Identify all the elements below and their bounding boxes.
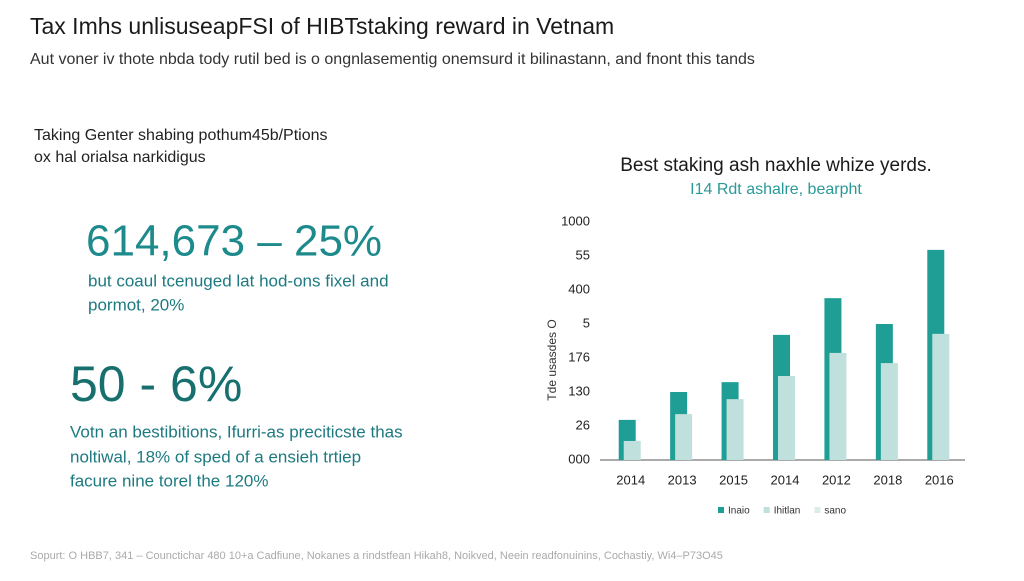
y-tick-label: 130	[568, 383, 590, 398]
stat-description: but coaul tcenuged lat hod-ons fixel and	[88, 271, 389, 290]
stat-description: Votn an bestibitions, Ifurri-as precitic…	[70, 422, 403, 441]
legend-swatch	[763, 507, 770, 513]
y-tick-label: 400	[568, 281, 590, 296]
bar	[726, 399, 744, 460]
x-tick-label: 2014	[616, 472, 645, 487]
y-tick-label: 5	[583, 315, 590, 330]
legend-label: Inaio	[728, 506, 750, 517]
bar	[623, 440, 641, 460]
chart-subtitle: I14 Rdt ashalre, bearpht	[690, 181, 862, 198]
x-tick-label: 2016	[925, 472, 954, 487]
y-tick-label: 26	[576, 417, 590, 432]
bar	[675, 414, 693, 460]
section-heading: ox hal orialsa narkidigus	[34, 149, 206, 166]
y-tick-label: 176	[568, 349, 590, 364]
x-tick-label: 2018	[873, 472, 902, 487]
x-tick-label: 2013	[668, 472, 697, 487]
bar	[829, 352, 847, 460]
y-tick-label: 55	[576, 247, 590, 262]
stat-value: 50 - 6%	[70, 356, 242, 412]
chart-title: Best staking ash naxhle whize yerds.	[620, 155, 932, 176]
y-axis-label: Tde usasdes O	[545, 319, 559, 400]
section-heading: Taking Genter shabing pothum45b/Ptions	[34, 127, 328, 144]
bar	[932, 333, 950, 460]
stat-description: facure nine torel the 120%	[70, 471, 268, 490]
x-tick-label: 2015	[719, 472, 748, 487]
x-tick-label: 2012	[822, 472, 851, 487]
title: Tax Imhs unlisuseapFSI of HIBTstaking re…	[30, 13, 614, 39]
y-tick-label: 1000	[561, 213, 590, 228]
y-tick-label: 000	[568, 451, 590, 466]
stat-description: pormot, 20%	[88, 295, 184, 314]
legend-swatch	[814, 507, 821, 513]
bar	[880, 363, 898, 460]
footer-source: Sopurt: O HBB7, 341 – Counctichar 480 10…	[30, 550, 723, 562]
x-tick-label: 2014	[771, 472, 800, 487]
legend-label: Ihitlan	[774, 506, 801, 517]
legend-swatch	[718, 507, 724, 513]
stat-value: 614,673 – 25%	[86, 217, 382, 266]
bar	[778, 376, 795, 460]
subtitle: Aut voner iv thote nbda tody rutil bed i…	[30, 51, 755, 68]
stat-description: noltiwal, 18% of sped of a ensieh trtiep	[70, 447, 361, 466]
legend-label: sano	[824, 506, 846, 517]
